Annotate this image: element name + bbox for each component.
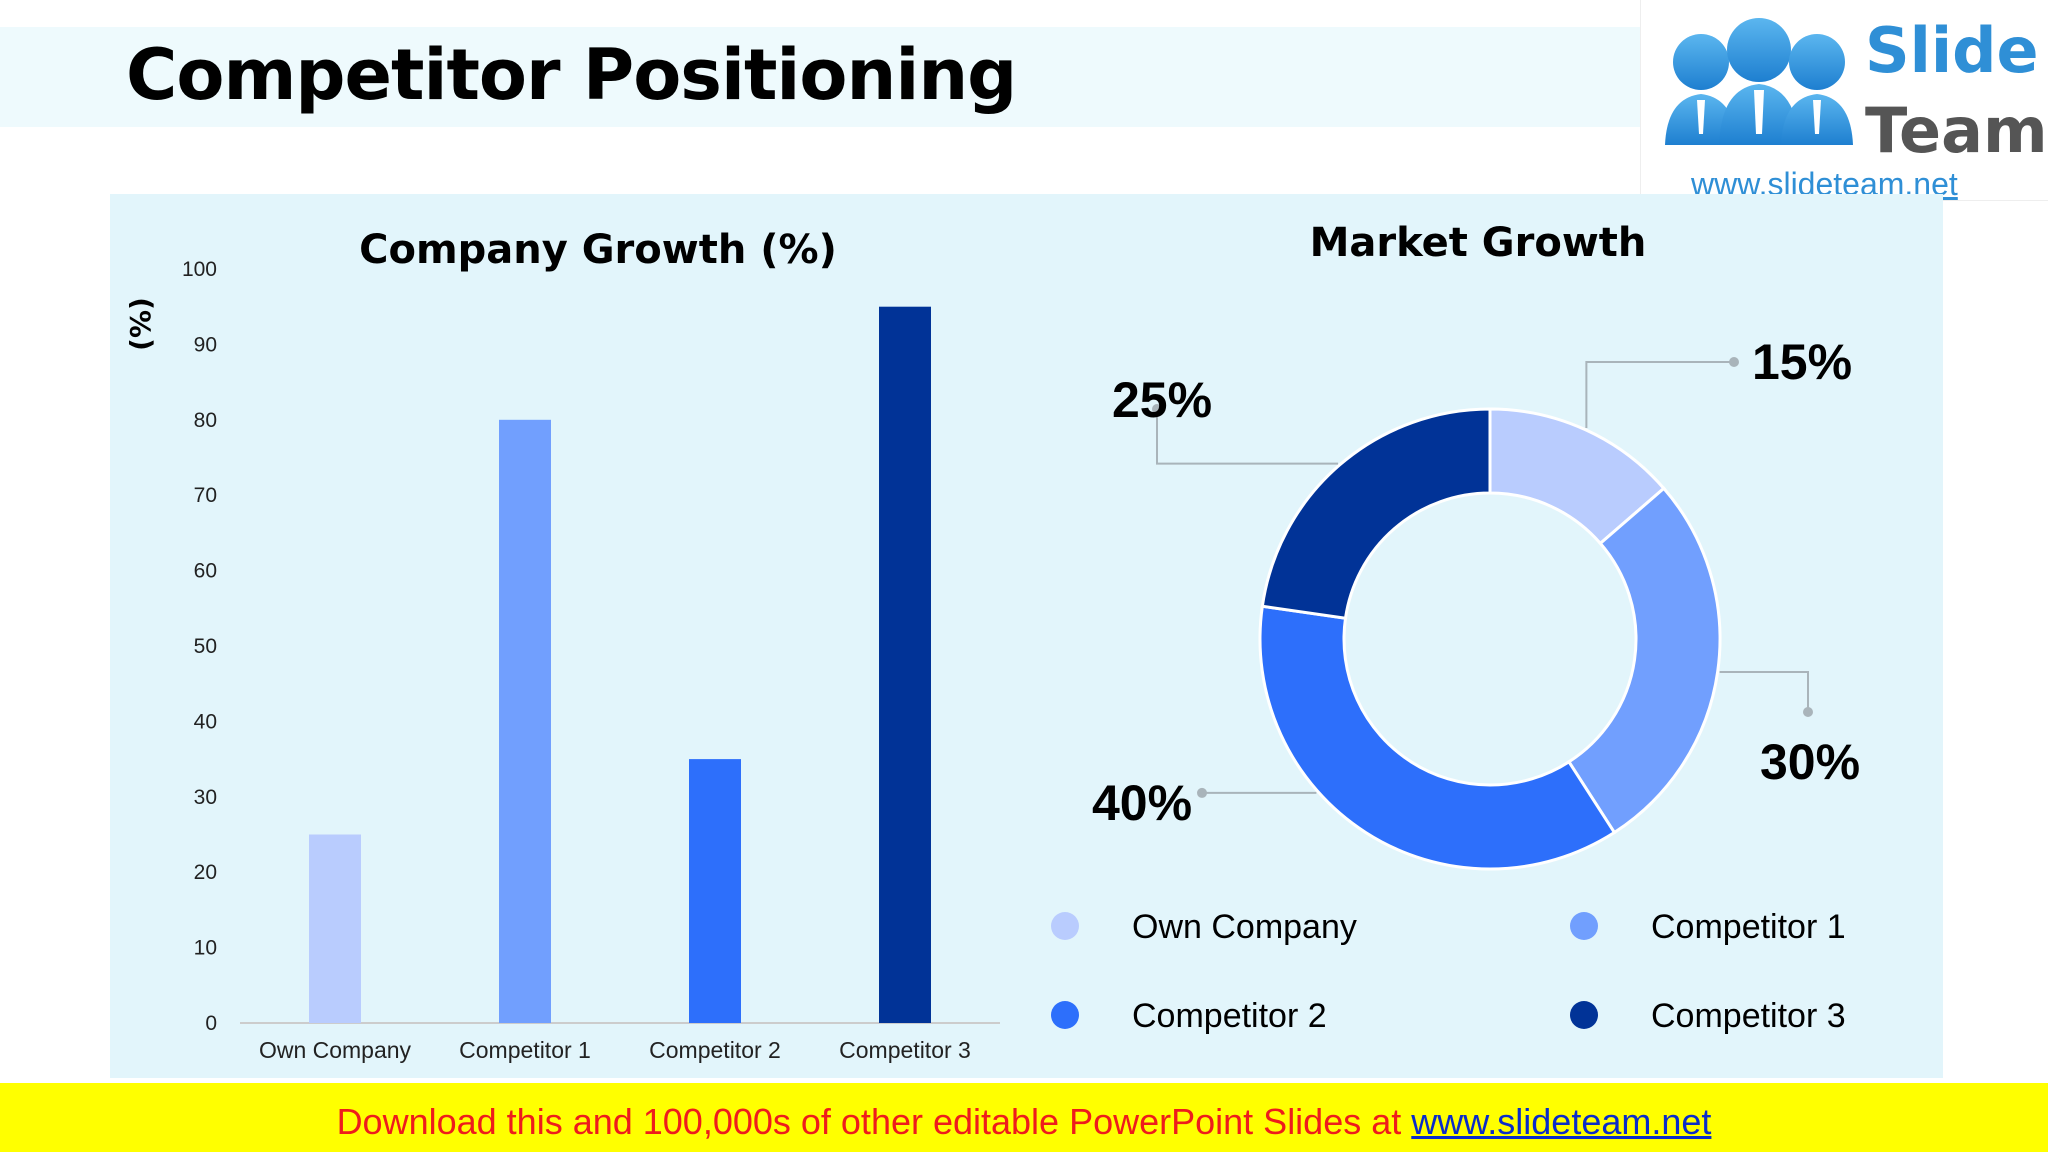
donut-label-1: 15% (1752, 334, 1852, 390)
legend-label-4: Competitor 3 (1651, 997, 1846, 1035)
donut-label-4: 25% (1112, 372, 1212, 428)
donut-label-3: 40% (1092, 775, 1192, 831)
slideteam-logo[interactable]: Slide Team www.slideteam.net (1640, 0, 2048, 202)
slide-title: Competitor Positioning (126, 34, 1017, 116)
donut-slice-3 (1258, 604, 1617, 871)
leader-line-1 (1585, 361, 1734, 428)
y-tick-label: 80 (194, 409, 217, 432)
legend-swatch-4 (1570, 1001, 1598, 1029)
leader-line-2 (1719, 671, 1809, 712)
legend-swatch-3 (1051, 1001, 1079, 1029)
leader-dot-4 (1152, 404, 1162, 414)
bar-chart-bars (309, 306, 931, 1023)
y-tick-label: 70 (194, 484, 217, 507)
y-tick-label: 100 (182, 258, 217, 281)
bar-4 (879, 306, 931, 1023)
donut-slice-2 (1566, 486, 1722, 835)
y-tick-label: 20 (194, 861, 217, 884)
bar-chart-categories: Own Company Competitor 1 Competitor 2 Compe… (259, 1037, 971, 1063)
donut-slice-4 (1260, 407, 1492, 620)
y-tick-label: 10 (194, 937, 217, 960)
donut-chart-slices (1258, 407, 1722, 871)
legend-label-2: Competitor 1 (1651, 908, 1846, 946)
y-tick-label: 30 (194, 786, 217, 809)
leader-line-4 (1156, 409, 1339, 465)
donut-chart-labels: 15% 30% 40% 25% (1092, 334, 1860, 831)
leader-dot-2 (1803, 707, 1813, 717)
y-tick-label: 90 (194, 333, 217, 356)
legend-label-3: Competitor 2 (1132, 997, 1327, 1035)
donut-label-2: 30% (1760, 734, 1860, 790)
logo-word-team: Team (1865, 94, 2048, 167)
bar-chart-ylabel: (%) (124, 297, 157, 351)
x-category-label: Competitor 2 (649, 1037, 781, 1063)
y-tick-label: 40 (194, 710, 217, 733)
logo-word-slide: Slide (1865, 14, 2039, 87)
bar-3 (689, 759, 741, 1023)
x-category-label: Own Company (259, 1037, 412, 1063)
legend-label-1: Own Company (1132, 908, 1357, 946)
donut-chart-leader-lines (1152, 357, 1813, 798)
leader-dot-3 (1197, 787, 1207, 798)
bar-1 (309, 834, 361, 1023)
donut-chart-legend: Own Company Competitor 1 Competitor 2 Compe… (1051, 908, 1846, 1035)
title-band (0, 27, 1640, 127)
content-panel: Company Growth (%) (%) 0 10 20 30 40 50 60 70 80… (110, 194, 1943, 1078)
y-tick-label: 60 (194, 560, 217, 583)
legend-swatch-2 (1570, 912, 1598, 940)
charts-canvas: Company Growth (%) (%) 0 10 20 30 40 50 60 70 80… (124, 220, 1860, 1063)
y-tick-label: 50 (194, 635, 217, 658)
download-banner-link[interactable]: www.slideteam.net (1411, 1101, 1712, 1142)
bar-chart-title: Company Growth (%) (359, 227, 837, 273)
donut-chart-title: Market Growth (1310, 220, 1647, 266)
people-logo-icon (1665, 18, 1853, 145)
x-category-label: Competitor 3 (839, 1037, 971, 1063)
leader-dot-1 (1729, 357, 1739, 367)
x-category-label: Competitor 1 (459, 1037, 591, 1063)
y-tick-label: 0 (205, 1012, 217, 1035)
download-banner-text: Download this and 100,000s of other edit… (336, 1101, 1402, 1142)
bar-chart-y-axis: 0 10 20 30 40 50 60 70 80 90 100 (182, 258, 217, 1035)
legend-swatch-1 (1051, 912, 1079, 940)
download-banner: Download this and 100,000s of other edit… (0, 1083, 2048, 1152)
bar-2 (499, 419, 551, 1023)
